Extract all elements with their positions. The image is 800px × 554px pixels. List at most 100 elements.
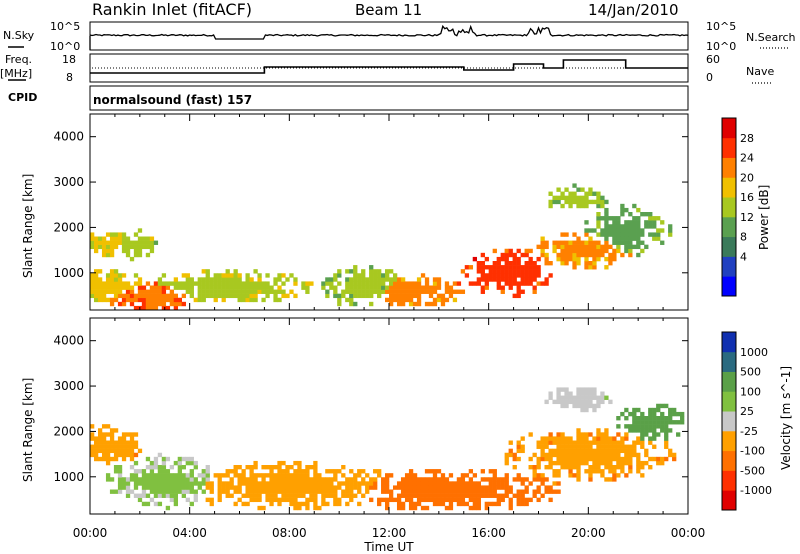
heatmap-cell [600,452,605,458]
heatmap-cell [440,501,446,507]
freq-label-2: [MHz] [0,67,32,80]
heatmap-cell [460,489,466,494]
heatmap-cell [476,505,481,511]
heatmap-cell [516,281,521,286]
heatmap-cell [181,489,186,494]
heatmap-cell [173,477,179,482]
heatmap-cell [644,416,649,421]
heatmap-cell [496,501,501,507]
heatmap-cell [313,501,318,507]
heatmap-cell [113,244,119,250]
heatmap-cell [121,240,127,245]
freq-strip: Freq. [MHz] 18 8 60 0 Nave [0,53,774,84]
heatmap-cell [416,497,422,503]
heatmap-cell [508,269,513,274]
heatmap-cell [177,485,182,490]
heatmap-cell [333,273,338,278]
heatmap-cell [137,281,143,286]
heatmap-cell [576,187,581,192]
heatmap-cell [193,481,198,486]
heatmap-cell [109,428,115,433]
heatmap-cell [504,273,509,278]
heatmap-cell [113,293,119,299]
heatmap-cell [389,281,394,286]
heatmap-cell [416,485,422,490]
heatmap-cell [600,469,605,474]
heatmap-cell [269,473,274,478]
heatmap-cell [520,273,525,278]
heatmap-cell [652,407,657,413]
heatmap-cell [588,477,593,482]
heatmap-cell [297,481,302,486]
heatmap-cell [329,481,334,486]
heatmap-cell [600,440,605,445]
heatmap-cell [145,240,151,245]
heatmap-cell [628,452,633,458]
heatmap-cell [448,497,454,503]
heatmap-cell [588,469,593,474]
heatmap-cell [113,240,119,245]
heatmap-cell [257,489,262,494]
heatmap-cell [508,452,513,458]
heatmap-cell [460,289,466,294]
heatmap-cell [309,477,314,482]
heatmap-cell [588,391,593,396]
heatmap-cell [133,477,139,482]
heatmap-cell [596,465,601,470]
heatmap-cell [285,469,290,474]
heatmap-cell [556,440,561,445]
heatmap-cell [125,285,131,290]
heatmap-cell [524,281,529,286]
heatmap-cell [488,273,493,278]
heatmap-cell [345,493,350,498]
heatmap-cell [540,477,545,482]
heatmap-cell [289,501,294,507]
heatmap-cell [173,489,179,494]
heatmap-cell [648,424,653,429]
heatmap-cell [121,432,127,437]
heatmap-cell [500,256,505,262]
heatmap-cell [564,387,569,392]
heatmap-cell [257,485,262,490]
heatmap-cell [664,440,669,445]
heatmap-cell [556,256,561,262]
heatmap-cell [333,289,338,294]
heatmap-cell [213,281,218,286]
heatmap-cell [624,456,629,462]
heatmap-cell [253,481,258,486]
heatmap-cell [90,232,95,237]
heatmap-cell [664,416,669,421]
heatmap-cell [588,252,593,258]
heatmap-cell [652,216,657,221]
heatmap-cell [109,248,115,254]
heatmap-cell [197,485,202,490]
heatmap-cell [201,293,206,299]
heatmap-cell [424,505,430,511]
heatmap-cell [121,448,127,454]
heatmap-cell [660,416,665,421]
cpid-strip: CPID normalsound (fast) 157 [8,85,689,111]
heatmap-cell [309,465,314,470]
heatmap-cell [349,285,354,290]
heatmap-cell [496,477,501,482]
heatmap-cell [512,269,517,274]
heatmap-cell [640,232,645,237]
heatmap-cell [241,481,246,486]
heatmap-cell [480,489,485,494]
heatmap-cell [237,281,242,286]
heatmap-cell [568,465,573,470]
heatmap-cell [572,232,577,237]
heatmap-cell [269,477,274,482]
heatmap-cell [588,191,593,196]
heatmap-cell [436,297,442,303]
heatmap-cell [245,297,250,303]
heatmap-cell [125,240,131,245]
heatmap-cell [584,195,589,201]
heatmap-cell [157,473,163,478]
heatmap-cell [217,497,222,503]
heatmap-cell [468,477,474,482]
heatmap-cell [392,297,398,303]
heatmap-cell [580,199,585,205]
heatmap-cell [109,232,115,237]
heatmap-cell [632,444,637,449]
